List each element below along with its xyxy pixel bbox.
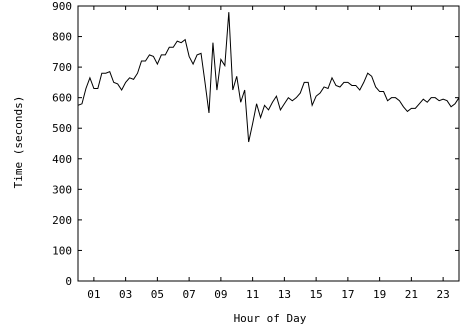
- x-tick-label-07: 07: [183, 288, 196, 301]
- x-tick-label-11: 11: [246, 288, 259, 301]
- x-tick-label-03: 03: [119, 288, 132, 301]
- x-tick-label-09: 09: [214, 288, 227, 301]
- y-tick-label-200: 200: [52, 214, 72, 227]
- y-tick-label-400: 400: [52, 153, 72, 166]
- x-tick-label-13: 13: [278, 288, 291, 301]
- x-axis-label: Hour of Day: [234, 312, 307, 325]
- x-tick-label-19: 19: [373, 288, 386, 301]
- x-tick-label-05: 05: [151, 288, 164, 301]
- y-tick-label-700: 700: [52, 61, 72, 74]
- y-tick-label-900: 900: [52, 0, 72, 13]
- y-tick-label-600: 600: [52, 92, 72, 105]
- axes-layer: 0 100 200 300 400 500 600 700 800 900 01 03 05 07 09 11…: [52, 0, 460, 301]
- x-tick-label-15: 15: [310, 288, 323, 301]
- y-axis-label: Time (seconds): [12, 96, 25, 189]
- x-tick-label-23: 23: [437, 288, 450, 301]
- y-tick-label-0: 0: [65, 275, 72, 288]
- plot-frame: [77, 5, 460, 282]
- y-tick-label-800: 800: [52, 31, 72, 44]
- series-line-0: [77, 12, 460, 143]
- series-layer: [77, 12, 460, 143]
- y-tick-label-500: 500: [52, 122, 72, 135]
- x-tick-label-17: 17: [341, 288, 354, 301]
- y-tick-label-300: 300: [52, 183, 72, 196]
- y-tick-label-100: 100: [52, 244, 72, 257]
- x-tick-label-21: 21: [405, 288, 418, 301]
- x-tick-label-01: 01: [87, 288, 100, 301]
